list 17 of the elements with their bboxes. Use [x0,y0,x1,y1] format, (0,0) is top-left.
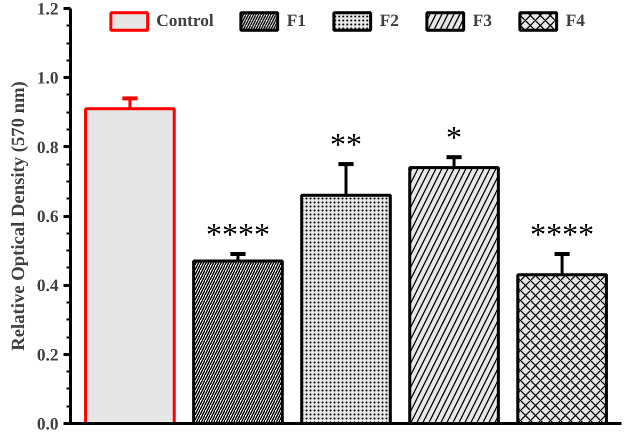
data-label: ** [330,126,362,162]
y-axis-title: Relative Optical Density (570 nm) [8,81,29,351]
y-tick-label: 1.0 [36,68,59,88]
legend-label: F2 [380,11,400,31]
data-label: **** [206,216,270,252]
legend-label: Control [156,11,214,31]
y-tick-label: 0.8 [36,138,59,157]
y-tick-label: 0.0 [36,414,59,434]
y-tick-label: 0.6 [36,207,59,226]
legend-label: F4 [566,11,586,31]
legend-label: F3 [472,11,493,31]
y-tick-label: 0.4 [36,276,59,296]
y-tick-label: 1.2 [36,0,59,18]
data-label: **** [530,216,594,252]
data-label: * [446,119,462,156]
legend-label: F1 [286,11,307,31]
y-tick-label: 0.2 [36,345,59,364]
